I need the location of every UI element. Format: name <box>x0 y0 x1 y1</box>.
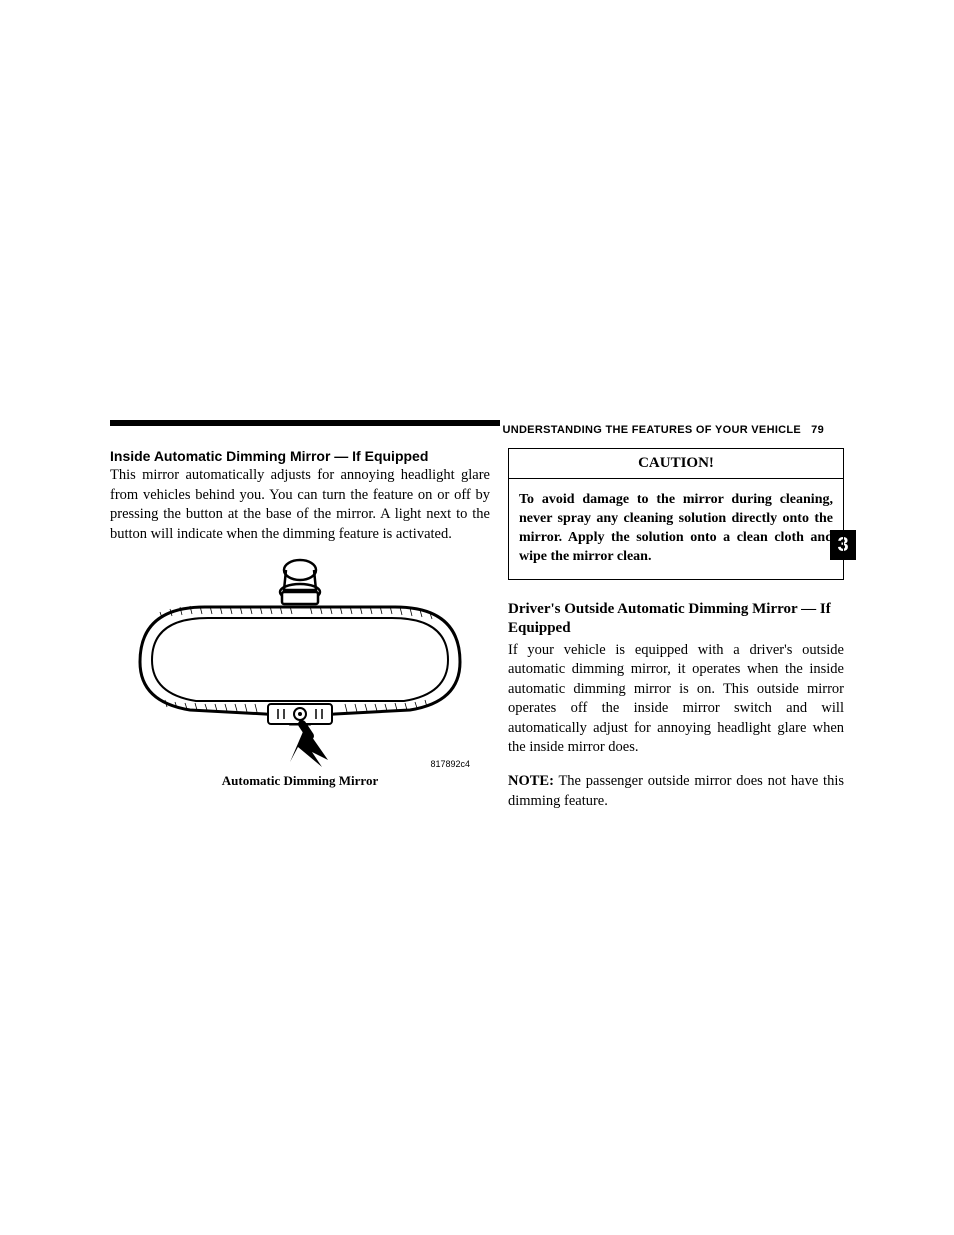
content-columns: Inside Automatic Dimming Mirror — If Equ… <box>110 448 844 811</box>
figure-caption: Automatic Dimming Mirror <box>110 773 490 789</box>
left-body-text: This mirror automatically adjusts for an… <box>110 466 490 544</box>
caution-body: To avoid damage to the mirror during cle… <box>509 479 843 579</box>
page-container: Inside Automatic Dimming Mirror — If Equ… <box>0 0 954 811</box>
caution-box: CAUTION! To avoid damage to the mirror d… <box>508 448 844 580</box>
subsection-heading: Driver's Outside Automatic Dimming Mirro… <box>508 600 844 639</box>
left-heading: Inside Automatic Dimming Mirror — If Equ… <box>110 448 490 464</box>
right-column: CAUTION! To avoid damage to the mirror d… <box>508 448 844 811</box>
note-label: NOTE: <box>508 773 554 789</box>
subsection-body: If your vehicle is equipped with a drive… <box>508 641 844 758</box>
left-column: Inside Automatic Dimming Mirror — If Equ… <box>110 448 490 811</box>
caution-title: CAUTION! <box>509 449 843 479</box>
mirror-illustration <box>110 552 490 772</box>
note-paragraph: NOTE: The passenger outside mirror does … <box>508 772 844 811</box>
mirror-figure: 817892c4 Automatic Dimming Mirror <box>110 552 490 789</box>
note-body-text: The passenger outside mirror does not ha… <box>508 773 844 809</box>
